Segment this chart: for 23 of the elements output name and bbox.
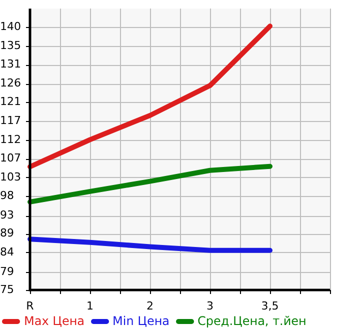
x-tick-label: R [26,299,34,312]
y-tick-label: 98 [0,189,14,202]
y-tick-label: 103 [0,170,21,184]
y-tick-label: 126 [0,76,21,90]
y-tick-label: 112 [0,132,21,146]
y-tick-label: 84 [0,245,14,258]
y-tick-label: 89 [0,226,14,240]
legend-label: Min Цена [112,314,170,328]
x-tick-label: 3,5 [261,299,279,312]
y-tick-label: 135 [0,38,21,52]
y-tick-label: 131 [0,58,21,71]
y-tick-label: 140 [0,20,21,34]
legend-label: Сред.Цена, т.йен [198,314,306,328]
y-tick-label: 121 [0,95,21,108]
x-tick-label: 1 [86,299,94,312]
legend-label: Max Цена [24,314,85,328]
y-tick-label: 117 [0,114,21,127]
y-tick-label: 93 [0,208,14,222]
x-tick-label: 2 [146,299,154,312]
y-tick-label: 107 [0,152,21,165]
y-tick-label: 79 [0,265,14,278]
y-tick-label: 75 [0,282,14,296]
x-tick-label: 3 [206,299,214,312]
